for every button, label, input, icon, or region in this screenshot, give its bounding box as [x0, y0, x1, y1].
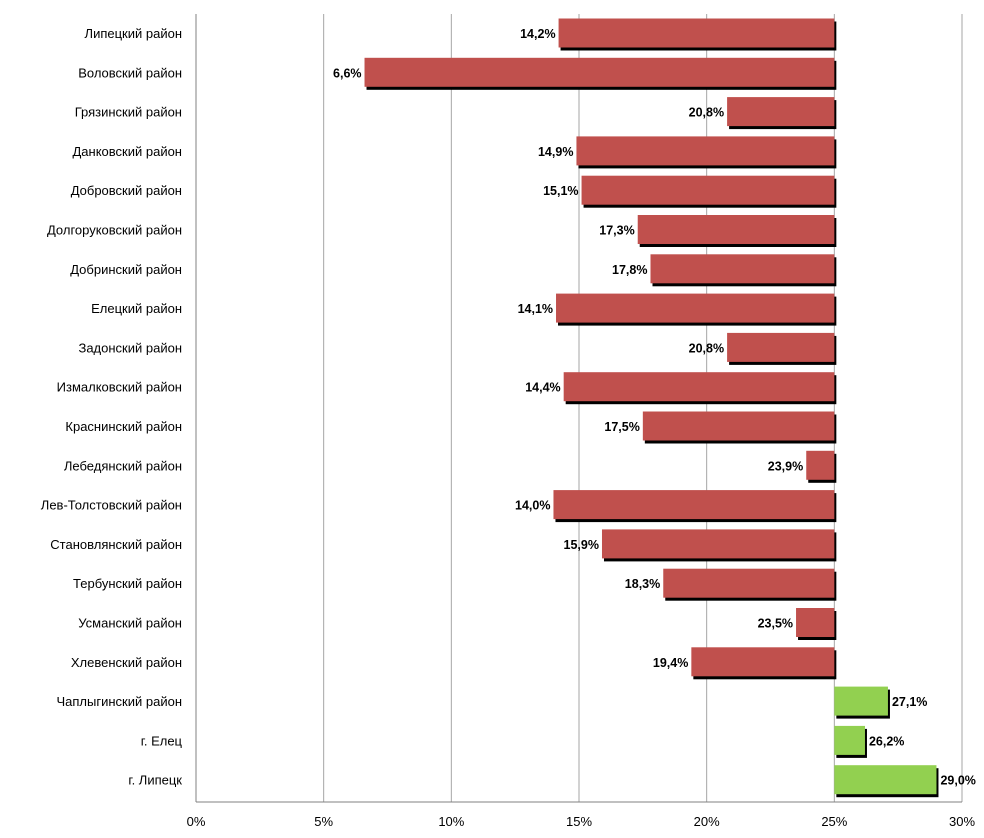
category-label: г. Липецк: [128, 773, 182, 788]
category-label: Задонский район: [78, 340, 182, 355]
data-label: 29,0%: [940, 774, 975, 788]
category-label: Долгоруковский район: [47, 223, 182, 238]
category-label: Хлевенский район: [71, 655, 182, 670]
grid-layer: [195, 14, 963, 802]
bars-layer: [364, 18, 939, 798]
x-tick-label: 5%: [314, 814, 333, 829]
category-label: Елецкий район: [91, 301, 182, 316]
bar: [642, 411, 835, 441]
bar: [576, 136, 835, 166]
bar: [553, 490, 835, 520]
data-label: 15,9%: [564, 538, 599, 552]
category-label: г. Елец: [141, 733, 183, 748]
category-label: Тербунский район: [73, 576, 182, 591]
category-label: Добринский район: [70, 262, 182, 277]
data-label: 14,9%: [538, 145, 573, 159]
data-label: 18,3%: [625, 577, 660, 591]
category-label: Чаплыгинский район: [57, 694, 183, 709]
bar: [806, 450, 835, 480]
category-label: Липецкий район: [85, 26, 182, 41]
data-label: 14,2%: [520, 27, 555, 41]
x-tick-label: 30%: [949, 814, 975, 829]
bar: [637, 215, 835, 244]
x-tick-label: 25%: [821, 814, 847, 829]
x-tick-label: 10%: [438, 814, 464, 829]
data-label: 14,0%: [515, 499, 550, 513]
x-tick-label: 15%: [566, 814, 592, 829]
category-label: Становлянский район: [50, 537, 182, 552]
bar: [796, 608, 835, 637]
data-label: 20,8%: [689, 341, 724, 355]
category-label: Лебедянский район: [64, 458, 182, 473]
bar: [727, 97, 835, 127]
bar: [563, 372, 835, 402]
bar: [558, 18, 835, 48]
category-label: Данковский район: [73, 144, 183, 159]
data-label: 19,4%: [653, 656, 688, 670]
category-label: Краснинский район: [65, 419, 182, 434]
data-label: 23,5%: [758, 617, 793, 631]
category-label: Измалковский район: [57, 380, 182, 395]
category-label: Воловский район: [78, 65, 182, 80]
x-tick-label: 20%: [694, 814, 720, 829]
category-label: Грязинский район: [75, 105, 182, 120]
x-tick-label: 0%: [187, 814, 206, 829]
category-label: Лев-Толстовский район: [41, 498, 182, 513]
data-label: 23,9%: [768, 459, 803, 473]
data-label: 20,8%: [689, 106, 724, 120]
bar: [834, 686, 888, 716]
bar: [556, 293, 835, 323]
data-label: 26,2%: [869, 734, 904, 748]
category-label: Добровский район: [71, 183, 182, 198]
bar: [663, 568, 835, 598]
data-label: 14,4%: [525, 381, 560, 395]
bar: [691, 647, 835, 677]
data-label: 17,3%: [599, 224, 634, 238]
bar: [364, 57, 835, 87]
bar: [650, 254, 835, 284]
data-label: 27,1%: [892, 695, 927, 709]
bar: [581, 175, 835, 205]
bar: [727, 332, 835, 362]
bar: [834, 725, 865, 755]
bar: [601, 529, 835, 559]
bar: [834, 765, 937, 795]
axis-layer: 0% 5% 10% 15% 20% 25% 30%: [187, 801, 975, 829]
data-label: 6,6%: [333, 66, 362, 80]
data-label: 15,1%: [543, 184, 578, 198]
data-label: 17,5%: [604, 420, 639, 434]
labels-layer: Липецкий район 14,2% Воловский район 6,6% Гр…: [41, 26, 976, 788]
data-label: 17,8%: [612, 263, 647, 277]
data-label: 14,1%: [518, 302, 553, 316]
category-label: Усманский район: [78, 616, 182, 631]
